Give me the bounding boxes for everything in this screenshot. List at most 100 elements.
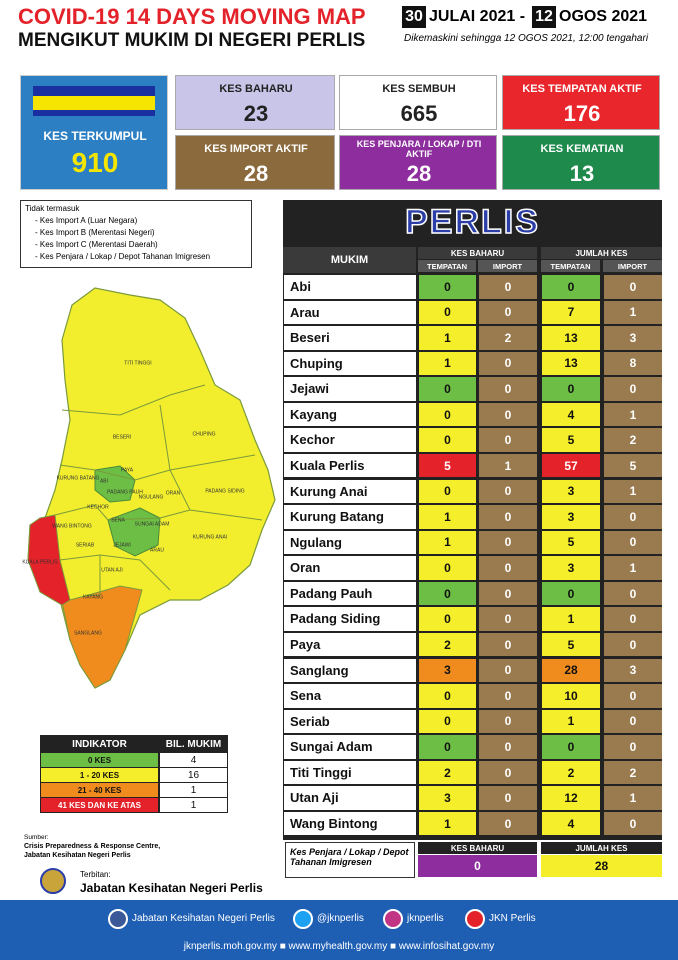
region-label: CHUPING bbox=[192, 431, 215, 437]
prison-header: KES BAHARU bbox=[418, 842, 537, 854]
region-label: KAYANG bbox=[83, 594, 103, 600]
value-cell: 0 bbox=[419, 709, 476, 734]
value-cell: 5 bbox=[542, 428, 600, 452]
flag-blue bbox=[33, 110, 155, 116]
value-cell: 0 bbox=[542, 377, 600, 401]
cumulative-label: KES TERKUMPUL bbox=[43, 129, 147, 143]
value-cell: 0 bbox=[479, 428, 537, 452]
value-cell: 0 bbox=[479, 811, 537, 836]
mukim-cell: Beseri bbox=[284, 326, 416, 350]
summary-card: KES TEMPATAN AKTIF 176 bbox=[502, 75, 660, 130]
prison-value: 0 bbox=[418, 855, 537, 877]
region-border bbox=[59, 554, 171, 591]
value-cell: 0 bbox=[604, 530, 662, 555]
social-icon bbox=[293, 909, 313, 929]
region-label: KURUNG ANAI bbox=[193, 534, 227, 540]
legend-swatch: 1 - 20 KES bbox=[41, 768, 158, 782]
publisher-label: Terbitan: bbox=[80, 870, 111, 879]
cumulative-value: 910 bbox=[71, 147, 119, 178]
region-label: SERIAB bbox=[76, 542, 95, 548]
value-cell: 0 bbox=[479, 479, 537, 504]
mukim-cell: Kechor bbox=[284, 428, 416, 452]
value-cell: 3 bbox=[604, 658, 662, 683]
mukim-cell: Titi Tinggi bbox=[284, 760, 416, 785]
title: COVID-19 14 DAYS MOVING MAP bbox=[18, 4, 366, 29]
value-cell: 1 bbox=[419, 351, 476, 376]
region-border bbox=[61, 384, 206, 416]
card-label: KES TEMPATAN AKTIF bbox=[522, 83, 642, 95]
social-icon bbox=[465, 909, 485, 929]
value-cell: 3 bbox=[419, 786, 476, 810]
region-label: KECHOR bbox=[87, 504, 109, 510]
region-border bbox=[54, 504, 191, 521]
header-cell: TEMPATAN bbox=[418, 260, 476, 272]
mukim-cell: Arau bbox=[284, 300, 416, 325]
value-cell: 0 bbox=[479, 760, 537, 785]
region-label: TITI TINGGI bbox=[124, 360, 151, 366]
value-cell: 0 bbox=[419, 556, 476, 580]
value-cell: 1 bbox=[419, 326, 476, 350]
value-cell: 1 bbox=[604, 300, 662, 325]
source-label: Sumber: bbox=[24, 834, 49, 841]
summary-card: KES IMPORT AKTIF 28 bbox=[175, 135, 335, 190]
mukim-cell: Paya bbox=[284, 632, 416, 657]
value-cell: 5 bbox=[542, 632, 600, 657]
update-note: Dikemaskini sehingga 12 OGOS 2021, 12:00… bbox=[404, 33, 649, 44]
mukim-cell: Chuping bbox=[284, 351, 416, 376]
value-cell: 13 bbox=[542, 351, 600, 376]
legend-count: 16 bbox=[160, 768, 227, 782]
value-cell: 0 bbox=[604, 607, 662, 631]
value-cell: 0 bbox=[604, 275, 662, 299]
value-cell: 0 bbox=[604, 377, 662, 401]
value-cell: 0 bbox=[419, 607, 476, 631]
legend-count: 1 bbox=[160, 798, 227, 812]
social-text: Jabatan Kesihatan Negeri Perlis bbox=[132, 913, 275, 924]
value-cell: 0 bbox=[604, 709, 662, 734]
table-title: PERLIS bbox=[404, 202, 540, 242]
value-cell: 1 bbox=[604, 402, 662, 427]
value-cell: 0 bbox=[479, 505, 537, 529]
value-cell: 4 bbox=[542, 402, 600, 427]
value-cell: 0 bbox=[542, 275, 600, 299]
value-cell: 8 bbox=[604, 351, 662, 376]
prison-value: 28 bbox=[541, 855, 662, 877]
value-cell: 7 bbox=[542, 300, 600, 325]
card-label: KES PENJARA / LOKAP / DTI AKTIF bbox=[356, 139, 482, 159]
value-cell: 1 bbox=[479, 453, 537, 478]
value-cell: 0 bbox=[479, 377, 537, 401]
card-value: 176 bbox=[563, 101, 601, 126]
value-cell: 0 bbox=[479, 658, 537, 683]
card-value: 23 bbox=[243, 101, 269, 126]
region-label: PADANG PAUH bbox=[107, 489, 143, 495]
value-cell: 0 bbox=[479, 351, 537, 376]
value-cell: 0 bbox=[479, 709, 537, 734]
value-cell: 0 bbox=[479, 632, 537, 657]
mukim-cell: Oran bbox=[284, 556, 416, 580]
value-cell: 3 bbox=[542, 505, 600, 529]
value-cell: 2 bbox=[419, 632, 476, 657]
mukim-cell: Kurung Anai bbox=[284, 479, 416, 504]
value-cell: 0 bbox=[419, 428, 476, 452]
date-text: OGOS 2021 bbox=[559, 8, 648, 25]
value-cell: 2 bbox=[542, 760, 600, 785]
region-label: ABI bbox=[100, 478, 108, 484]
exclusion-box: Tidak termasuk - Kes Import A (Luar Negar… bbox=[20, 200, 252, 268]
websites: jknperlis.moh.gov.my ■ www.myhealth.gov.… bbox=[183, 940, 495, 952]
source-line: Jabatan Kesihatan Negeri Perlis bbox=[24, 852, 131, 859]
value-cell: 3 bbox=[542, 556, 600, 580]
legend: INDIKATOR BIL. MUKIM 0 KES 4 1 - 20 KES 16 21 … bbox=[40, 735, 228, 813]
card-label: KES KEMATIAN bbox=[540, 143, 624, 155]
social-icon bbox=[383, 909, 403, 929]
subtitle: MENGIKUT MUKIM DI NEGERI PERLIS bbox=[18, 30, 366, 51]
card-value: 28 bbox=[243, 161, 269, 186]
card-value: 13 bbox=[569, 161, 595, 186]
value-cell: 2 bbox=[479, 326, 537, 350]
value-cell: 0 bbox=[604, 505, 662, 529]
region-label: KUALA PERLIS bbox=[22, 559, 58, 565]
value-cell: 10 bbox=[542, 684, 600, 708]
value-cell: 3 bbox=[604, 326, 662, 350]
exclusion-item: - Kes Import A (Luar Negara) bbox=[35, 216, 138, 225]
header-cell: IMPORT bbox=[478, 260, 537, 272]
